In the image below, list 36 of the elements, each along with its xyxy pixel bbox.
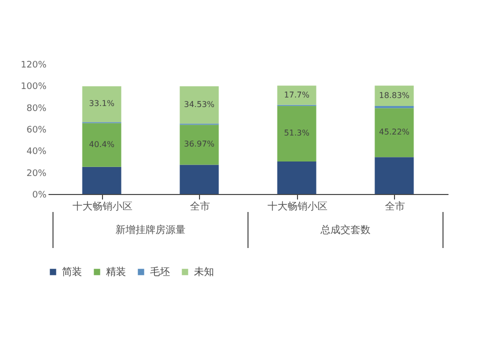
data-label: 45.22%: [378, 128, 410, 137]
text: 新增挂牌房源量: [116, 224, 186, 236]
y-tick-label: 60%: [26, 126, 47, 136]
legend-label: 毛坯: [150, 266, 170, 278]
bar: [180, 124, 219, 165]
y-tick-label: 40%: [26, 147, 47, 158]
x-tick-label: 全市: [190, 200, 210, 212]
bar: [277, 86, 316, 105]
y-tick-label: 80%: [26, 104, 47, 114]
y-tick-label: 0%: [32, 190, 47, 200]
data-label: 33.1%: [89, 99, 115, 108]
bar: [374, 157, 414, 194]
bar: [82, 123, 122, 167]
legend-label: 未知: [194, 266, 214, 278]
data-label: 36.97%: [184, 140, 215, 149]
data-label: 18.83%: [378, 90, 410, 100]
bar: [180, 86, 219, 124]
data-label: 34.53%: [184, 100, 215, 109]
text: 总成交套数: [320, 224, 370, 236]
data-label: 40.4%: [89, 140, 115, 150]
x-tick-label: 十大畅销小区: [267, 200, 328, 212]
bar: [374, 108, 414, 158]
data-label: 17.7%: [284, 90, 310, 100]
bar: [277, 106, 316, 162]
legend-label: 精装: [106, 266, 126, 278]
y-tick-label: 100%: [20, 82, 47, 92]
x-tick-label: 全市: [384, 200, 405, 212]
bar: [277, 162, 316, 194]
bar: [82, 86, 122, 122]
x-tick-label: 十大畅销小区: [72, 200, 132, 212]
legend-label: 简装: [62, 266, 82, 278]
bar: [180, 164, 219, 194]
y-tick-label: 120%: [20, 60, 47, 70]
y-tick-label: 20%: [26, 168, 47, 179]
bar: [82, 166, 122, 194]
data-label: 51.3%: [284, 128, 310, 138]
